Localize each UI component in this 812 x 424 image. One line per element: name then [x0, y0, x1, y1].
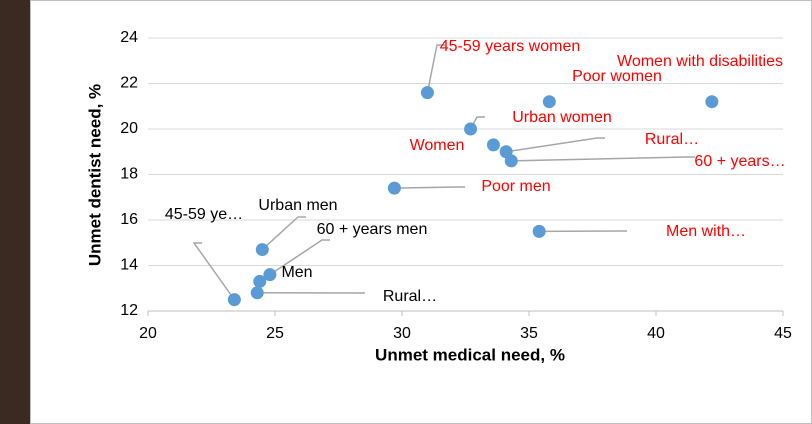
x-tick-label: 35	[520, 325, 538, 342]
y-tick-label: 20	[120, 120, 138, 137]
data-label: Rural…	[645, 131, 699, 148]
data-point	[251, 286, 264, 299]
y-tick-label: 18	[120, 166, 138, 183]
data-point	[464, 123, 477, 136]
x-tick-label: 25	[266, 325, 284, 342]
data-point	[533, 225, 546, 238]
y-axis-title: Unmet dentist need, %	[85, 84, 104, 266]
data-point	[256, 243, 269, 256]
page: Unmet medical need, % Unmet dentist need…	[0, 0, 812, 424]
data-point	[505, 154, 518, 167]
x-tick-label: 30	[393, 325, 411, 342]
data-point	[543, 95, 556, 108]
data-point	[228, 293, 241, 306]
data-label: Rural…	[383, 288, 437, 305]
data-label: Urban women	[512, 109, 612, 126]
y-tick-label: 22	[120, 75, 138, 92]
data-point	[705, 95, 718, 108]
y-tick-label: 14	[120, 257, 138, 274]
data-label: Poor women	[572, 68, 662, 85]
x-tick-label: 20	[139, 325, 157, 342]
data-label: 45-59 years women	[440, 38, 581, 55]
y-tick-label: 24	[120, 29, 138, 46]
data-point	[487, 138, 500, 151]
x-tick-label: 40	[647, 325, 665, 342]
data-label: 60 + years men	[317, 221, 428, 238]
x-axis-title: Unmet medical need, %	[375, 345, 565, 364]
data-label: Women	[410, 137, 465, 154]
data-label: 45-59 ye…	[165, 206, 243, 223]
data-label: Women with disabilities	[617, 53, 783, 70]
x-tick-label: 45	[774, 325, 792, 342]
data-point	[253, 275, 266, 288]
data-label: Urban men	[258, 197, 337, 214]
y-tick-label: 12	[120, 302, 138, 319]
data-point	[421, 86, 434, 99]
data-label: Men	[281, 264, 312, 281]
data-label: 60 + years…	[694, 153, 785, 170]
data-point	[388, 182, 401, 195]
data-label: Poor men	[481, 178, 550, 195]
data-label: Men with…	[666, 223, 746, 240]
background-photo	[0, 0, 30, 424]
y-tick-label: 16	[120, 211, 138, 228]
chart: Unmet medical need, % Unmet dentist need…	[0, 0, 812, 424]
